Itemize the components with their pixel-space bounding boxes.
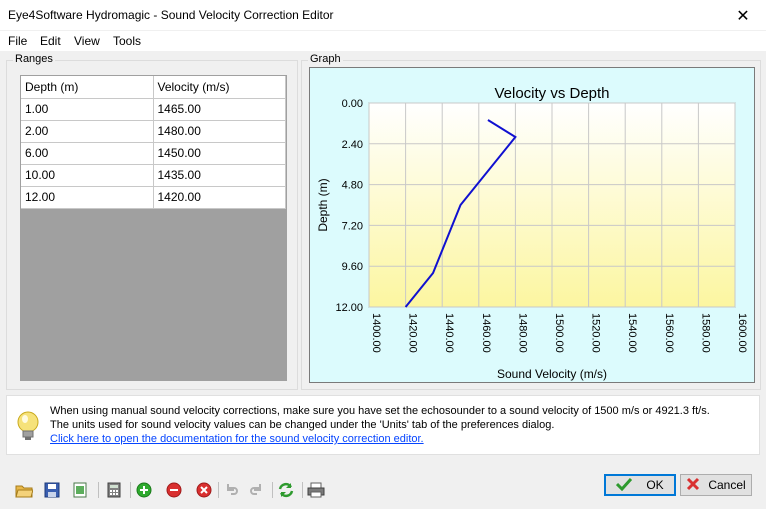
table-row[interactable]: 12.00 1420.00 — [21, 186, 286, 209]
close-icon[interactable]: ✕ — [736, 7, 750, 25]
cell-velocity[interactable]: 1450.00 — [153, 142, 286, 165]
add-row-icon[interactable] — [134, 480, 154, 500]
documentation-link[interactable]: Click here to open the documentation for… — [50, 433, 424, 445]
toolbar-separator — [302, 482, 303, 498]
x-tick-label: 1520.00 — [590, 313, 602, 353]
cell-depth[interactable]: 6.00 — [21, 142, 154, 165]
y-tick-label: 4.80 — [342, 180, 363, 192]
toolbar-separator — [218, 482, 219, 498]
cell-velocity[interactable]: 1465.00 — [153, 98, 286, 121]
title-bar: Eye4Software Hydromagic - Sound Velocity… — [0, 0, 766, 31]
x-tick-label: 1420.00 — [407, 313, 419, 353]
x-tick-label: 1480.00 — [516, 313, 528, 353]
menu-view[interactable]: View — [74, 34, 100, 48]
ranges-table: Depth (m) Velocity (m/s) 1.00 1465.00 2.… — [21, 76, 286, 209]
ok-button[interactable]: OK — [604, 474, 676, 496]
cancel-button[interactable]: Cancel — [680, 474, 752, 496]
info-panel: When using manual sound velocity correct… — [6, 395, 760, 455]
x-tick-label: 1600.00 — [736, 313, 748, 353]
x-tick-label: 1580.00 — [699, 313, 711, 353]
x-tick-label: 1540.00 — [626, 313, 638, 353]
info-text-velocity: When using manual sound velocity correct… — [50, 405, 710, 417]
cancel-button-label: Cancel — [708, 478, 746, 492]
x-tick-label: 1500.00 — [553, 313, 565, 353]
refresh-icon[interactable] — [276, 480, 296, 500]
lightbulb-icon — [17, 411, 39, 440]
y-tick-label: 7.20 — [342, 220, 363, 232]
x-axis-label: Sound Velocity (m/s) — [497, 367, 607, 381]
menu-file[interactable]: File — [8, 34, 28, 48]
menu-tools[interactable]: Tools — [113, 34, 142, 48]
ranges-group-title: Ranges — [13, 53, 55, 65]
chart-svg: Velocity vs Depth 0.00 2.40 4.80 7.20 9.60 12… — [316, 85, 748, 381]
calculator-icon[interactable] — [104, 480, 124, 500]
x-tick-label: 1460.00 — [480, 313, 492, 353]
cell-velocity[interactable]: 1480.00 — [153, 120, 286, 143]
y-tick-label: 12.00 — [335, 302, 363, 314]
remove-row-icon[interactable] — [164, 480, 184, 500]
x-tick-label: 1440.00 — [443, 313, 455, 353]
y-axis-ticks: 0.00 2.40 4.80 7.20 9.60 12.00 — [335, 98, 363, 314]
graph-group: Graph — [301, 53, 761, 390]
x-axis-ticks: 1400.00 1420.00 1440.00 1460.00 1480.00 1500.… — [370, 313, 748, 353]
grid-lines — [368, 102, 736, 308]
y-tick-label: 2.40 — [342, 139, 363, 151]
cancel-x-icon — [686, 477, 700, 494]
table-row[interactable]: 10.00 1435.00 — [21, 164, 286, 187]
graph-group-title: Graph — [308, 53, 343, 65]
y-tick-label: 0.00 — [342, 98, 363, 110]
cell-depth[interactable]: 12.00 — [21, 186, 154, 209]
ranges-group: Ranges — [6, 53, 298, 390]
cell-velocity[interactable]: 1420.00 — [153, 186, 286, 209]
table-row[interactable]: 2.00 1480.00 — [21, 120, 286, 143]
series-line — [404, 119, 517, 308]
ok-button-label: OK — [646, 478, 664, 492]
print-icon[interactable] — [306, 480, 326, 500]
velocity-chart: Velocity vs Depth 0.00 2.40 4.80 7.20 9.60 12… — [309, 67, 755, 383]
info-text-units: The units used for sound velocity values… — [50, 419, 555, 431]
table-row[interactable]: 6.00 1450.00 — [21, 142, 286, 165]
cell-depth[interactable]: 10.00 — [21, 164, 154, 187]
y-axis-label: Depth (m) — [316, 178, 330, 231]
cell-depth[interactable]: 1.00 — [21, 98, 154, 121]
header-velocity[interactable]: Velocity (m/s) — [153, 76, 286, 99]
y-tick-label: 9.60 — [342, 261, 363, 273]
toolbar-separator — [272, 482, 273, 498]
menu-edit[interactable]: Edit — [40, 34, 61, 48]
table-row[interactable]: 1.00 1465.00 — [21, 98, 286, 121]
undo-icon[interactable] — [222, 480, 242, 500]
save-icon[interactable] — [42, 480, 62, 500]
chart-title: Velocity vs Depth — [494, 85, 609, 102]
cell-depth[interactable]: 2.00 — [21, 120, 154, 143]
ranges-grid[interactable]: Depth (m) Velocity (m/s) 1.00 1465.00 2.… — [20, 75, 287, 381]
toolbar-separator — [98, 482, 99, 498]
open-folder-icon[interactable] — [14, 480, 34, 500]
export-icon[interactable] — [70, 480, 90, 500]
header-depth[interactable]: Depth (m) — [21, 76, 154, 99]
cell-velocity[interactable]: 1435.00 — [153, 164, 286, 187]
checkmark-icon — [616, 477, 633, 494]
clear-icon[interactable] — [194, 480, 214, 500]
x-tick-label: 1560.00 — [663, 313, 675, 353]
x-tick-label: 1400.00 — [370, 313, 382, 353]
toolbar-separator — [130, 482, 131, 498]
redo-icon[interactable] — [246, 480, 266, 500]
window-title: Eye4Software Hydromagic - Sound Velocity… — [8, 8, 334, 22]
menu-bar: File Edit View Tools — [0, 31, 766, 51]
table-header: Depth (m) Velocity (m/s) — [21, 76, 286, 99]
